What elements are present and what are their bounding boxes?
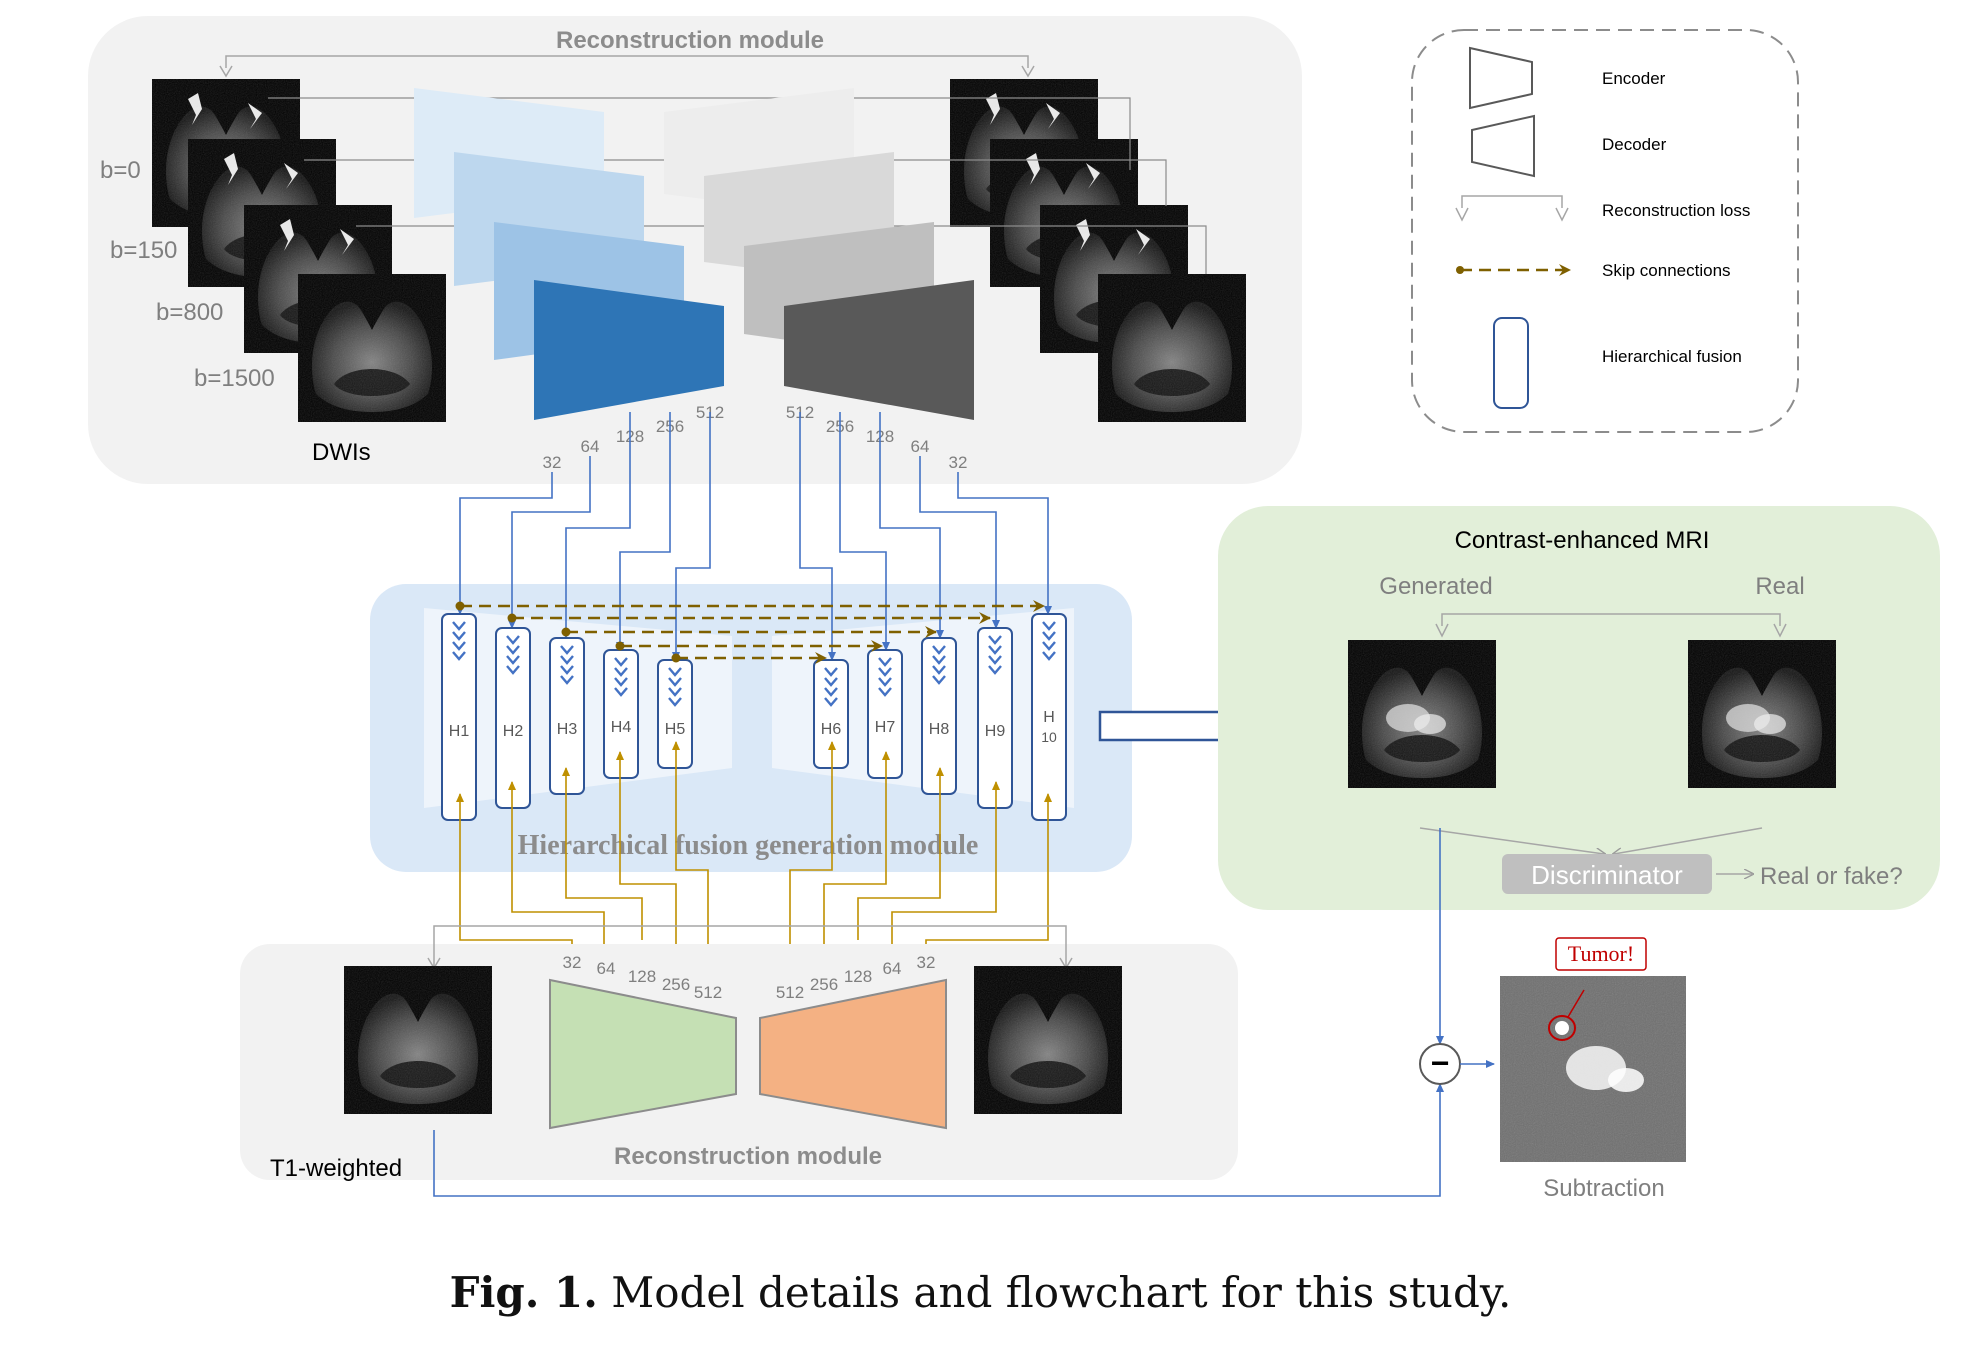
- dwis-label: DWIs: [312, 439, 371, 466]
- svg-text:H2: H2: [503, 723, 524, 740]
- top-module-title: Reconstruction module: [556, 27, 824, 54]
- legend-encoder-label: Encoder: [1602, 69, 1666, 88]
- fusion-module: Hierarchical fusion generation module: [370, 584, 1132, 872]
- tumor-label: Tumor!: [1568, 941, 1634, 966]
- svg-text:H8: H8: [929, 721, 950, 738]
- legend-recon-loss-icon: [1461, 195, 1563, 208]
- bot-enc-ch-256: 256: [662, 975, 690, 994]
- t1-input-image: [344, 966, 492, 1114]
- real-label: Real: [1755, 573, 1804, 600]
- legend-skip-label: Skip connections: [1602, 261, 1731, 280]
- svg-text:H1: H1: [449, 723, 470, 740]
- top-recon-loss-arrow: [225, 55, 1029, 68]
- svg-text:H7: H7: [875, 719, 896, 736]
- fusion-block-h5: H5: [657, 659, 693, 769]
- cemri-panel: Contrast-enhanced MRI Generated Real Dis…: [1218, 506, 1940, 910]
- top-decoder: [784, 280, 974, 420]
- top-dec-ch-64: 64: [911, 437, 930, 456]
- dwi-feature-paths: [456, 412, 1052, 661]
- real-or-fake-label: Real or fake?: [1760, 863, 1903, 890]
- subtraction-label: Subtraction: [1543, 1175, 1664, 1202]
- caption-label: Fig. 1.: [449, 1268, 598, 1317]
- bot-dec-ch-512: 512: [776, 983, 804, 1002]
- svg-text:H6: H6: [821, 721, 842, 738]
- caption-text: Model details and flowchart for this stu…: [611, 1268, 1512, 1317]
- fusion-blocks: H1 H2 H3 H4 H5 H6 H7 H8: [441, 600, 1067, 821]
- cemri-title: Contrast-enhanced MRI: [1455, 527, 1710, 554]
- bot-enc-ch-64: 64: [597, 959, 616, 978]
- bot-enc-ch-512: 512: [694, 983, 722, 1002]
- generated-label: Generated: [1379, 573, 1492, 600]
- fusion-block-h4: H4: [603, 649, 639, 779]
- top-encoder: [534, 280, 724, 420]
- generated-cemri-image: [1348, 640, 1496, 788]
- legend-decoder-icon: [1471, 114, 1535, 178]
- svg-text:H4: H4: [611, 719, 632, 736]
- b-value-150: b=150: [110, 237, 177, 264]
- svg-text:H9: H9: [985, 723, 1006, 740]
- top-reconstruction-module: Reconstruction module b=0 b=150 b=800 b: [88, 16, 1302, 484]
- fusion-block-h10: H 10: [1031, 613, 1067, 821]
- b-value-0: b=0: [100, 157, 141, 184]
- fusion-module-title: Hierarchical fusion generation module: [518, 830, 979, 861]
- svg-text:10: 10: [1041, 729, 1057, 745]
- top-dec-ch-32: 32: [949, 453, 968, 472]
- real-cemri-image: [1688, 640, 1836, 788]
- fusion-block-h8: H8: [921, 637, 957, 795]
- svg-text:H: H: [1043, 709, 1055, 726]
- bot-enc-ch-32: 32: [563, 953, 582, 972]
- fusion-block-h2: H2: [495, 627, 531, 809]
- subtraction-section: − Tumor! Subtraction: [433, 828, 1686, 1202]
- bot-enc-ch-128: 128: [628, 967, 656, 986]
- top-encoder-stack: [414, 88, 724, 420]
- t1-feature-paths: [456, 741, 1052, 966]
- fusion-block-h3: H3: [549, 637, 585, 795]
- fusion-block-h6: H6: [813, 659, 849, 769]
- legend: Encoder Decoder Reconstruction loss Skip…: [1411, 29, 1799, 433]
- discriminator-label: Discriminator: [1531, 860, 1683, 890]
- bot-dec-ch-256: 256: [810, 975, 838, 994]
- bot-dec-ch-128: 128: [844, 967, 872, 986]
- bottom-recon-loss-arrow: [433, 925, 1067, 966]
- svg-text:H5: H5: [665, 721, 686, 738]
- fusion-block-h7: H7: [867, 649, 903, 779]
- svg-text:H3: H3: [557, 721, 578, 738]
- fusion-block-h9: H9: [977, 627, 1013, 809]
- b-value-1500: b=1500: [194, 365, 275, 392]
- skip-connections: [460, 600, 1045, 664]
- bot-dec-ch-64: 64: [883, 959, 902, 978]
- fusion-block-h1: H1: [441, 613, 477, 821]
- top-enc-ch-64: 64: [581, 437, 600, 456]
- legend-fusion-icon: [1493, 317, 1529, 409]
- t1-output-image: [974, 966, 1122, 1114]
- top-decoder-stack: [664, 88, 974, 420]
- legend-fusion-label: Hierarchical fusion: [1602, 347, 1742, 366]
- discriminator-box: [1502, 854, 1712, 894]
- figure-caption: Fig. 1. Model details and flowchart for …: [0, 1268, 1961, 1317]
- bottom-reconstruction-module: T1-weighted Reconstruction module 32 64 …: [240, 925, 1238, 1182]
- legend-encoder-icon: [1469, 46, 1533, 110]
- top-enc-ch-32: 32: [543, 453, 562, 472]
- b-value-800: b=800: [156, 299, 223, 326]
- t1-weighted-label: T1-weighted: [270, 1155, 402, 1182]
- bottom-decoder: [759, 978, 947, 1130]
- bot-dec-ch-32: 32: [917, 953, 936, 972]
- legend-recon-loss-label: Reconstruction loss: [1602, 201, 1750, 220]
- bottom-encoder: [549, 978, 737, 1130]
- legend-decoder-label: Decoder: [1602, 135, 1667, 154]
- subtraction-image: [1500, 976, 1686, 1162]
- bottom-module-title: Reconstruction module: [614, 1143, 882, 1170]
- tumor-marker: [1548, 1015, 1576, 1041]
- minus-sign: −: [1431, 1045, 1450, 1081]
